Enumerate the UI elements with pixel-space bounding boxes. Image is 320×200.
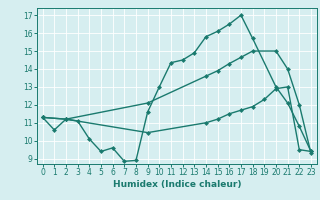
X-axis label: Humidex (Indice chaleur): Humidex (Indice chaleur) — [113, 180, 241, 189]
